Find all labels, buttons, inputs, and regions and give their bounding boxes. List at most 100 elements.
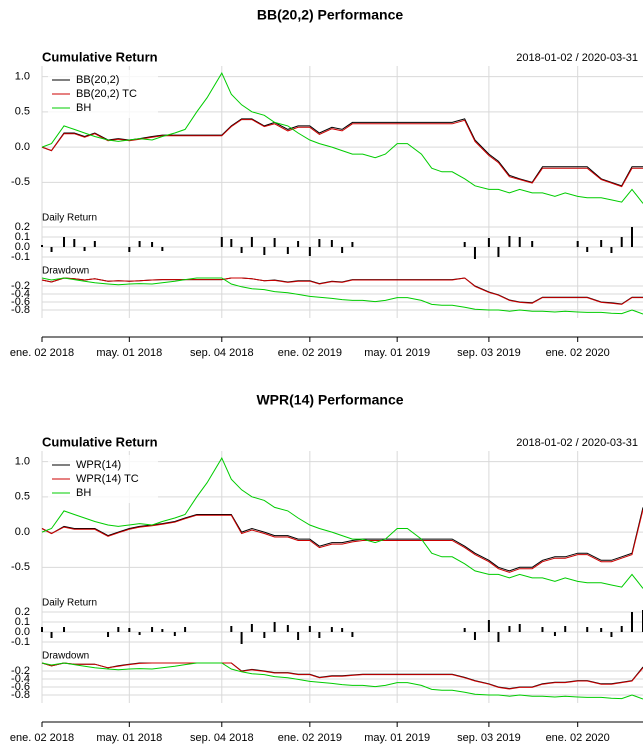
return-bar [151,627,154,632]
series-line [41,509,643,573]
return-bar [308,626,311,632]
return-bar [50,632,53,638]
return-bar [473,247,476,259]
x-tick-label: may. 01 2018 [96,347,162,359]
return-bar [286,247,289,254]
x-tick-label: ene. 02 2019 [278,732,342,744]
return-bar [576,241,579,247]
return-bar [50,247,53,252]
return-bar [330,627,333,632]
x-tick-label: sep. 04 2018 [190,732,254,744]
return-bar [240,247,243,253]
series-line [41,119,643,188]
return-bar [318,239,321,247]
y-tick-label: 0.5 [15,106,30,118]
return-bar [297,241,300,247]
chart-title: WPR(14) Performance [256,392,403,408]
return-bar [630,227,633,247]
return-bar [151,242,154,247]
panel-label: Cumulative Return [42,434,158,449]
panel-label: Daily Return [42,598,97,609]
return-bar [463,628,466,632]
return-bar [263,632,266,638]
x-tick-label: sep. 03 2019 [457,347,521,359]
y-tick-label: -0.5 [11,561,30,573]
panel-label: Drawdown [42,651,89,662]
y-tick-label: 0.0 [15,241,30,253]
return-bar [508,626,511,632]
return-bar [610,247,613,253]
x-tick-label: ene. 02 2020 [546,347,610,359]
return-bar [541,627,544,632]
y-tick-label: -0.5 [11,176,30,188]
return-bar [553,632,556,636]
return-bar [487,620,490,632]
panel-label: Cumulative Return [42,49,158,64]
x-tick-label: may. 01 2018 [96,732,162,744]
legend-label: WPR(14) [76,459,121,471]
return-bar [230,626,233,632]
return-bar [351,632,354,637]
return-bar [600,240,603,247]
return-bar [318,632,321,638]
y-tick-label: -0.4 [11,673,30,685]
y-tick-label: 0.1 [15,616,30,628]
return-bar [83,247,86,251]
y-tick-label: -0.1 [11,251,30,263]
return-bar [273,622,276,632]
return-bar [497,247,500,257]
y-tick-label: -0.8 [11,304,30,316]
y-tick-label: 0.0 [15,141,30,153]
x-tick-label: sep. 03 2019 [457,732,521,744]
return-bar [308,247,311,256]
y-tick-label: -0.1 [11,636,30,648]
return-bar [173,632,176,636]
return-bar [73,239,76,247]
y-tick-label: 0.2 [15,606,30,618]
return-bar [107,632,110,637]
return-bar [518,237,521,247]
y-tick-label: 1.0 [15,455,30,467]
return-bar [297,632,300,640]
return-bar [250,624,253,632]
series-line [41,277,643,315]
legend-label: BB(20,2) [76,74,119,86]
return-bar [473,632,476,640]
return-bar [250,237,253,247]
return-bar [230,239,233,247]
return-bar [63,237,66,247]
return-bar [463,242,466,247]
panel-label: Drawdown [42,266,89,277]
series-line [41,72,643,204]
return-bar [161,247,164,251]
x-tick-label: ene. 02 2018 [10,732,74,744]
y-tick-label: 0.0 [15,626,30,638]
return-bar [531,241,534,247]
y-tick-label: -0.6 [11,296,30,308]
return-bar [93,241,96,247]
return-bar [610,632,613,637]
legend-label: BB(20,2) TC [76,88,137,100]
y-tick-label: -0.8 [11,689,30,701]
return-bar [620,626,623,632]
x-tick-label: may. 01 2019 [364,347,430,359]
x-tick-label: ene. 02 2019 [278,347,342,359]
return-bar [161,629,164,632]
date-range: 2018-01-02 / 2020-03-31 [516,437,638,449]
series-line [41,118,643,187]
return-bar [497,632,500,642]
date-range: 2018-01-02 / 2020-03-31 [516,52,638,64]
legend-label: WPR(14) TC [76,473,139,485]
return-bar [351,242,354,247]
y-tick-label: 0.5 [15,491,30,503]
return-bar [128,247,131,252]
y-tick-label: 0.0 [15,526,30,538]
x-tick-label: may. 01 2019 [364,732,430,744]
return-bar [586,627,589,632]
return-bar [117,627,120,632]
return-bar [41,245,43,247]
x-tick-label: ene. 02 2018 [10,347,74,359]
x-tick-label: ene. 02 2020 [546,732,610,744]
